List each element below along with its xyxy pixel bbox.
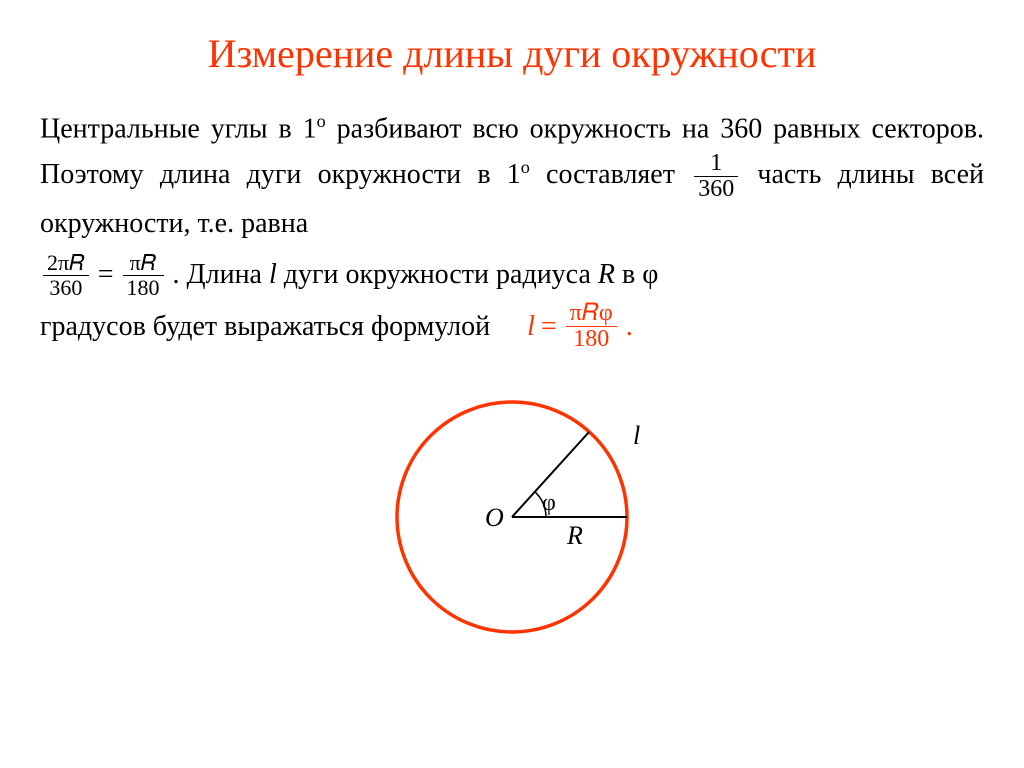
formula-l: l <box>527 305 535 348</box>
p2b: дуги окружности радиуса <box>277 259 598 290</box>
l-var: l <box>269 259 277 290</box>
frac1-num: 1 <box>694 151 738 177</box>
p2a: . Длина <box>173 259 269 290</box>
formula-dot: . <box>626 305 633 348</box>
p2c-part1: в φ <box>615 259 658 290</box>
formula-frac: π𝑅φ 180 <box>566 301 617 352</box>
eq-left-num: 2π𝑅 <box>43 251 89 275</box>
p1c: составляет <box>530 159 691 190</box>
p2c-part2: градусов будет выражаться формулой <box>40 311 490 342</box>
formula-num: π𝑅φ <box>566 301 617 327</box>
deg2: о <box>521 157 530 177</box>
frac-2piR-360: 2π𝑅 360 <box>43 251 89 298</box>
frac-piR-180: π𝑅 180 <box>123 251 164 298</box>
svg-text:O: O <box>485 503 504 532</box>
p2-line2: градусов будет выражаться формулой l = π… <box>40 301 984 352</box>
slide-title: Измерение длины дуги окружности <box>40 30 984 77</box>
final-formula: l = π𝑅φ 180 . <box>527 301 633 352</box>
slide: Измерение длины дуги окружности Централь… <box>0 0 1024 768</box>
eq-sign: = <box>98 259 114 291</box>
formula-den: 180 <box>566 327 617 352</box>
body-text: Центральные углы в 1о разбивают всю окру… <box>40 107 984 245</box>
eq-left-den: 360 <box>43 276 89 299</box>
svg-text:l: l <box>633 421 640 450</box>
svg-text:R: R <box>566 521 583 550</box>
eq-right-num: π𝑅 <box>123 251 164 275</box>
R-var: R <box>598 259 615 290</box>
diagram-container: OφRl <box>40 372 984 662</box>
svg-text:φ: φ <box>542 490 556 516</box>
circle-diagram: OφRl <box>367 372 657 662</box>
formula-eq: = <box>541 305 557 348</box>
frac-1-360: 1360 <box>694 151 738 202</box>
deg1: о <box>317 111 326 131</box>
p2-inline: . Длина l дуги окружности радиуса R в φ <box>173 253 984 296</box>
equation-row: 2π𝑅 360 = π𝑅 180 . Длина l дуги окружнос… <box>40 251 984 298</box>
eq-right-den: 180 <box>123 276 164 299</box>
p1a: Центральные углы в 1 <box>40 113 317 144</box>
frac1-den: 360 <box>694 177 738 202</box>
